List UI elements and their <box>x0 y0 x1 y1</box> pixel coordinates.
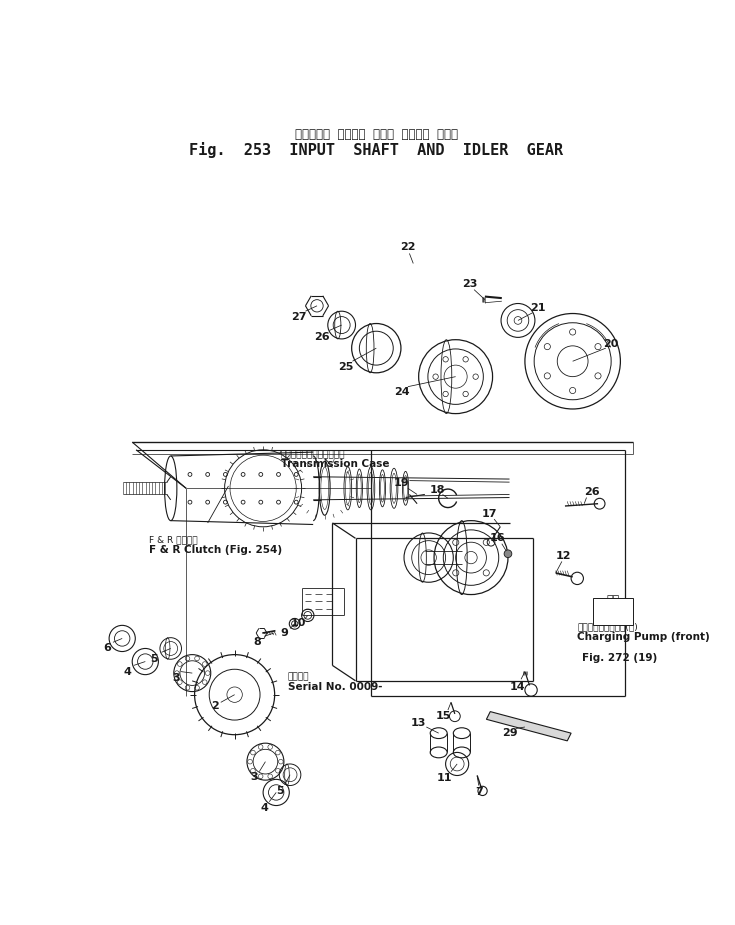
Text: 29: 29 <box>502 728 517 738</box>
Text: 11: 11 <box>437 772 453 783</box>
Text: 14: 14 <box>509 682 525 692</box>
Polygon shape <box>487 711 571 741</box>
Text: 適用号機: 適用号機 <box>287 672 309 682</box>
Text: 前方: 前方 <box>607 595 620 605</box>
Text: 18: 18 <box>430 485 445 495</box>
Text: 26: 26 <box>584 487 600 497</box>
Circle shape <box>504 549 512 558</box>
Text: 22: 22 <box>400 242 415 253</box>
Text: 10: 10 <box>291 618 306 628</box>
Text: 15: 15 <box>436 711 451 722</box>
Text: 16: 16 <box>490 533 505 543</box>
Text: 9: 9 <box>280 628 288 638</box>
Text: 4: 4 <box>261 803 268 813</box>
Text: 8: 8 <box>254 637 262 647</box>
Text: トランスミッションケース: トランスミッションケース <box>281 450 345 459</box>
Text: 13: 13 <box>411 718 426 728</box>
Text: 17: 17 <box>481 509 498 519</box>
Text: 7: 7 <box>475 786 483 796</box>
Text: 3: 3 <box>250 772 258 782</box>
Text: Fig.  253  INPUT  SHAFT  AND  IDLER  GEAR: Fig. 253 INPUT SHAFT AND IDLER GEAR <box>189 142 563 157</box>
Text: 21: 21 <box>530 303 546 314</box>
Text: F & R クラッチ: F & R クラッチ <box>149 536 198 545</box>
Text: Serial No. 0009-: Serial No. 0009- <box>287 682 382 692</box>
Text: チャージングポンプ(前): チャージングポンプ(前) <box>577 623 638 632</box>
Text: F & R Clutch (Fig. 254): F & R Clutch (Fig. 254) <box>149 545 282 555</box>
Text: Fig. 272 (19): Fig. 272 (19) <box>582 653 657 662</box>
Text: 5: 5 <box>276 786 284 796</box>
Text: インプット  シャフト  および  アイドラ  ギヤー: インプット シャフト および アイドラ ギヤー <box>295 128 458 141</box>
Text: Transmission Case: Transmission Case <box>281 459 390 469</box>
Text: 5: 5 <box>150 654 157 664</box>
Text: 24: 24 <box>394 387 409 397</box>
Text: 27: 27 <box>292 313 307 322</box>
FancyBboxPatch shape <box>593 598 634 624</box>
Text: 23: 23 <box>462 279 477 290</box>
Text: 19: 19 <box>394 478 409 487</box>
Text: Charging Pump (front): Charging Pump (front) <box>577 632 710 642</box>
Text: 4: 4 <box>123 667 132 676</box>
Text: 26: 26 <box>315 331 330 341</box>
Text: 6: 6 <box>104 644 112 653</box>
Text: 20: 20 <box>603 339 619 349</box>
Text: 12: 12 <box>556 551 571 561</box>
Text: 2: 2 <box>212 701 219 711</box>
Text: 25: 25 <box>338 362 354 372</box>
Text: 3: 3 <box>172 673 180 684</box>
